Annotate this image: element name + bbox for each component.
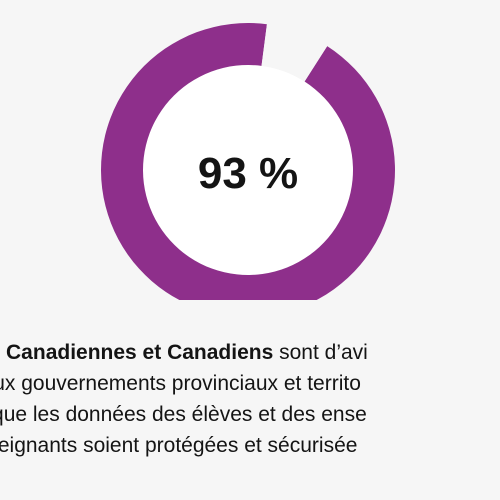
- donut-inner-circle: [143, 65, 353, 275]
- caption-highlight: des Canadiennes et Canadiens: [0, 341, 274, 364]
- percentage-label: 93 %: [198, 149, 298, 198]
- caption-line-3: ce que les données des élèves et des ens…: [0, 403, 367, 426]
- caption-line-1: des Canadiennes et Canadiens sont d’avi: [0, 337, 500, 368]
- caption-line-4: enseignants soient protégées et sécurisé…: [0, 434, 358, 457]
- donut-chart: 93 %: [100, 23, 395, 300]
- donut-filled-segment: [100, 23, 395, 300]
- donut-remainder-segment: [261, 24, 328, 82]
- caption-line-2: e aux gouvernements provinciaux et terri…: [0, 372, 361, 395]
- caption-line-1-rest: sont d’avi: [273, 341, 368, 364]
- statistic-caption: des Canadiennes et Canadiens sont d’avi …: [0, 337, 500, 461]
